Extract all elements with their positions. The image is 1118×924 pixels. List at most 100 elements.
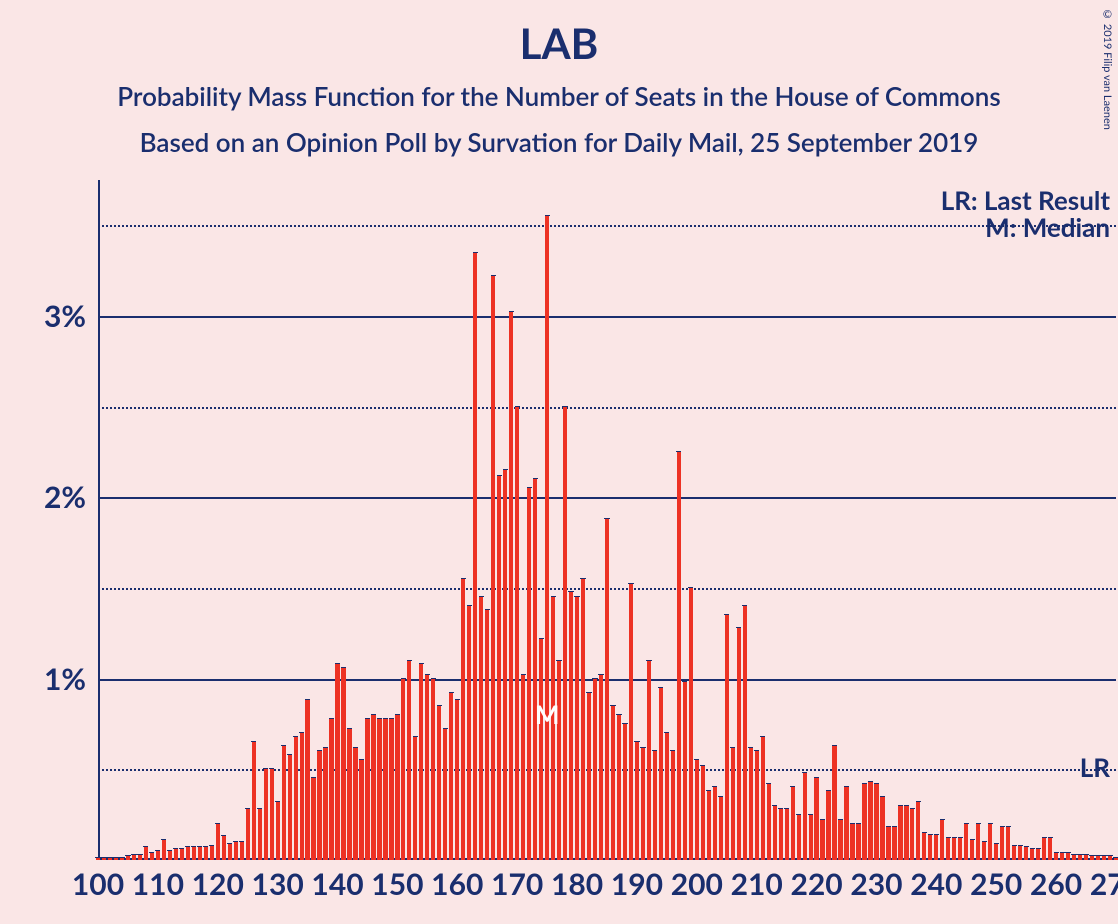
bar-cap	[1060, 852, 1065, 853]
bar	[503, 470, 507, 860]
bar	[329, 719, 333, 860]
bar-cap	[353, 747, 358, 748]
bar	[1090, 856, 1094, 860]
bar	[1102, 856, 1106, 860]
bar-cap	[401, 678, 406, 679]
bar-cap	[742, 605, 747, 606]
bar	[587, 693, 591, 860]
bar	[407, 661, 411, 860]
copyright-text: © 2019 Filip van Laenen	[1101, 8, 1114, 130]
bar-cap	[317, 750, 322, 751]
bar-cap	[1071, 854, 1076, 855]
bar	[563, 407, 567, 860]
bar	[413, 737, 417, 860]
bar-cap	[467, 605, 472, 606]
bar	[311, 778, 315, 860]
bar-cap	[910, 808, 915, 809]
legend-median: M: Median	[985, 211, 1110, 243]
bar-cap	[245, 808, 250, 809]
bar-cap	[652, 750, 657, 751]
x-tick-label: 120	[192, 866, 244, 902]
bar-cap	[640, 747, 645, 748]
bar-cap	[1030, 848, 1035, 849]
bar	[791, 787, 795, 860]
last-result-marker: LR	[1080, 751, 1110, 783]
bar-cap	[754, 750, 759, 751]
bar	[138, 855, 142, 860]
bar	[982, 842, 986, 860]
bar	[395, 715, 399, 860]
bar	[186, 847, 190, 860]
bar-cap	[802, 772, 807, 773]
bar	[629, 584, 633, 860]
bar-cap	[503, 469, 508, 470]
y-tick-label: 1%	[44, 661, 86, 697]
bar-cap	[491, 275, 496, 276]
bar-cap	[167, 850, 172, 851]
x-tick-label: 200	[671, 866, 723, 902]
bar-cap	[1083, 854, 1088, 855]
bar-cap	[287, 754, 292, 755]
bar-cap	[281, 745, 286, 746]
bar-cap	[359, 759, 364, 760]
bar	[431, 679, 435, 860]
bar-cap	[964, 823, 969, 824]
x-tick-label: 100	[72, 866, 124, 902]
bar-cap	[485, 609, 490, 610]
bar-cap	[437, 705, 442, 706]
bar	[970, 840, 974, 860]
bar-cap	[664, 732, 669, 733]
bar-cap	[556, 660, 561, 661]
bar	[575, 597, 579, 860]
bar	[659, 688, 663, 860]
bar-cap	[574, 596, 579, 597]
bar-cap	[497, 475, 502, 476]
bar-cap	[335, 663, 340, 664]
bar-cap	[539, 638, 544, 639]
bar-cap	[658, 687, 663, 688]
bar-cap	[838, 819, 843, 820]
bar-cap	[275, 801, 280, 802]
x-tick-label: 130	[252, 866, 304, 902]
bar	[473, 253, 477, 860]
bar	[749, 748, 753, 860]
bar-cap	[832, 745, 837, 746]
bar	[623, 724, 627, 860]
bar-cap	[449, 692, 454, 693]
y-tick-label: 2%	[44, 479, 86, 515]
bar	[252, 742, 256, 860]
bar	[335, 664, 339, 860]
bar-cap	[976, 823, 981, 824]
bar	[856, 824, 860, 860]
chart-subtitle-1: Probability Mass Function for the Number…	[0, 80, 1118, 112]
bar-cap	[419, 663, 424, 664]
bar-cap	[844, 786, 849, 787]
bar-cap	[1024, 846, 1029, 847]
bar	[910, 809, 914, 860]
bar	[569, 592, 573, 860]
bar-cap	[323, 747, 328, 748]
bar	[581, 579, 585, 860]
bar	[958, 838, 962, 860]
bar-cap	[1113, 857, 1118, 858]
bar	[826, 791, 830, 860]
bar-cap	[311, 777, 316, 778]
bar	[832, 746, 836, 860]
bar-cap	[371, 714, 376, 715]
bar	[898, 806, 902, 860]
bar-cap	[119, 857, 124, 858]
bar-cap	[928, 834, 933, 835]
bar-cap	[952, 837, 957, 838]
bar	[635, 742, 639, 860]
bar-cap	[862, 783, 867, 784]
bar	[814, 778, 818, 860]
bar	[120, 858, 124, 860]
bar-cap	[682, 681, 687, 682]
x-tick-label: 190	[611, 866, 663, 902]
bar	[132, 855, 136, 860]
bar-cap	[736, 627, 741, 628]
bar-cap	[1107, 855, 1112, 856]
bar	[940, 820, 944, 860]
bar	[96, 858, 100, 860]
bar-cap	[616, 714, 621, 715]
